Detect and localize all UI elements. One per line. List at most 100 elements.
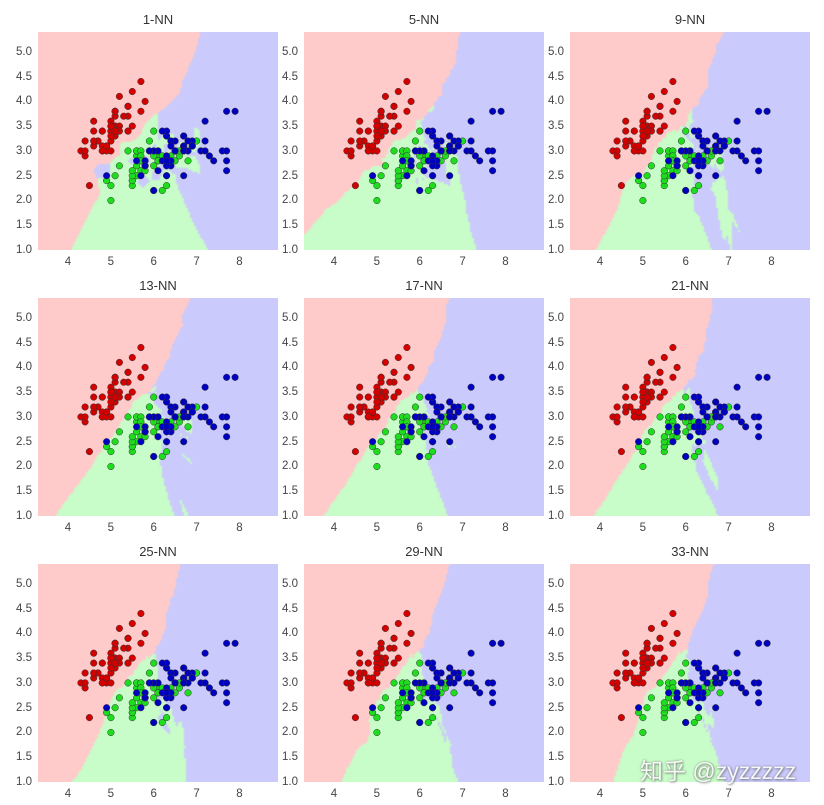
y-tick-label: 3.0 (548, 676, 564, 689)
data-point-class-0 (386, 112, 394, 120)
data-point-class-2 (755, 699, 763, 707)
data-point-class-2 (163, 157, 171, 165)
data-point-class-0 (98, 413, 106, 421)
data-point-class-1 (107, 182, 115, 190)
data-point-class-0 (656, 393, 664, 401)
data-point-class-0 (656, 368, 664, 376)
data-point-class-2 (429, 704, 437, 712)
data-point-class-0 (622, 127, 630, 135)
subplot-title: 1-NN (142, 12, 174, 27)
data-point-class-2 (476, 423, 484, 431)
data-point-class-0 (128, 654, 136, 662)
data-point-class-2 (223, 147, 231, 155)
data-point-class-0 (647, 624, 655, 632)
data-point-class-2 (369, 438, 377, 446)
data-point-class-1 (124, 413, 132, 421)
subplot-21-nn: 21-NN 1.0 1.5 2.0 2.5 3.0 3.5 4.0 4.5 5.0 4 5 6 7 8 (548, 278, 810, 534)
data-point-class-2 (677, 413, 685, 421)
data-point-class-2 (411, 413, 419, 421)
data-point-class-2 (755, 147, 763, 155)
data-point-class-1 (184, 689, 192, 697)
data-point-class-0 (630, 413, 638, 421)
data-point-class-0 (660, 654, 668, 662)
data-point-class-0 (622, 649, 630, 657)
data-point-class-2 (712, 664, 720, 672)
data-point-class-0 (673, 363, 681, 371)
data-point-class-2 (403, 704, 411, 712)
data-point-class-2 (742, 157, 750, 165)
data-point-class-0 (369, 408, 377, 416)
data-point-class-0 (364, 413, 372, 421)
y-tick-label: 3.0 (282, 410, 298, 423)
data-point-class-2 (154, 167, 162, 175)
data-point-class-2 (188, 408, 196, 416)
data-point-class-1 (411, 669, 419, 677)
data-point-class-1 (660, 433, 668, 441)
data-point-class-1 (373, 462, 381, 471)
y-tick-label: 5.0 (282, 577, 298, 590)
data-point-class-1 (150, 694, 158, 702)
data-point-class-2 (755, 413, 763, 421)
data-point-class-0 (630, 393, 638, 401)
data-point-class-2 (184, 403, 192, 411)
subplot-title: 9-NN (674, 12, 706, 27)
y-tick-label: 4.0 (282, 627, 298, 640)
y-tick-label: 3.5 (548, 120, 564, 133)
x-tick-label: 8 (502, 256, 509, 268)
data-point-class-0 (390, 634, 398, 642)
data-point-class-1 (429, 714, 437, 722)
data-point-class-2 (205, 152, 213, 160)
data-point-class-1 (377, 172, 385, 180)
data-point-class-1 (158, 452, 166, 461)
y-tick-label: 1.5 (16, 751, 32, 764)
data-point-class-2 (755, 423, 763, 431)
data-point-class-1 (639, 462, 647, 471)
data-point-class-0 (377, 639, 385, 647)
data-point-class-0 (377, 393, 385, 401)
data-point-class-0 (390, 393, 398, 401)
data-point-class-2 (695, 438, 703, 446)
data-point-class-2 (467, 669, 475, 677)
data-point-class-0 (347, 679, 355, 687)
data-point-class-0 (81, 147, 89, 155)
subplot-33-nn: 33-NN 1.0 1.5 2.0 2.5 3.0 3.5 4.0 4.5 5.0 4 5 6 7 8 (548, 544, 810, 800)
y-tick-label: 2.0 (548, 460, 564, 473)
data-point-class-2 (158, 393, 166, 401)
subplot-title: 33-NN (671, 544, 709, 559)
y-tick-label: 2.5 (282, 701, 298, 714)
data-point-class-0 (356, 137, 364, 145)
y-tick-label: 3.5 (16, 652, 32, 665)
y-tick-label: 4.0 (548, 627, 564, 640)
y-tick-label: 2.0 (282, 194, 298, 207)
data-point-class-1 (643, 704, 651, 712)
data-point-class-2 (399, 689, 407, 697)
x-tick-label: 4 (330, 522, 338, 534)
data-point-class-2 (205, 684, 213, 692)
data-point-class-0 (639, 664, 647, 672)
data-point-class-2 (145, 147, 153, 155)
data-point-class-0 (373, 398, 381, 406)
y-tick-label: 4.0 (16, 361, 32, 374)
data-point-class-2 (665, 157, 673, 165)
y-tick-label: 2.5 (548, 169, 564, 182)
data-point-class-1 (429, 448, 437, 456)
data-point-class-2 (446, 704, 454, 712)
y-tick-label: 3.5 (282, 386, 298, 399)
data-point-class-2 (712, 438, 720, 446)
scatter-points (77, 77, 239, 205)
data-point-class-2 (682, 718, 690, 727)
data-point-class-0 (141, 97, 149, 105)
data-point-class-0 (377, 373, 385, 381)
data-point-class-2 (137, 704, 145, 712)
data-point-class-2 (223, 167, 231, 175)
data-point-class-0 (652, 644, 660, 652)
y-tick-label: 4.0 (548, 361, 564, 374)
x-tick-label: 4 (596, 256, 604, 268)
data-point-class-0 (364, 679, 372, 687)
y-tick-label: 1.0 (282, 510, 298, 522)
data-point-class-0 (394, 122, 402, 130)
data-point-class-1 (158, 186, 166, 195)
data-point-class-0 (103, 142, 111, 150)
data-point-class-2 (677, 147, 685, 155)
data-point-class-2 (467, 117, 475, 125)
